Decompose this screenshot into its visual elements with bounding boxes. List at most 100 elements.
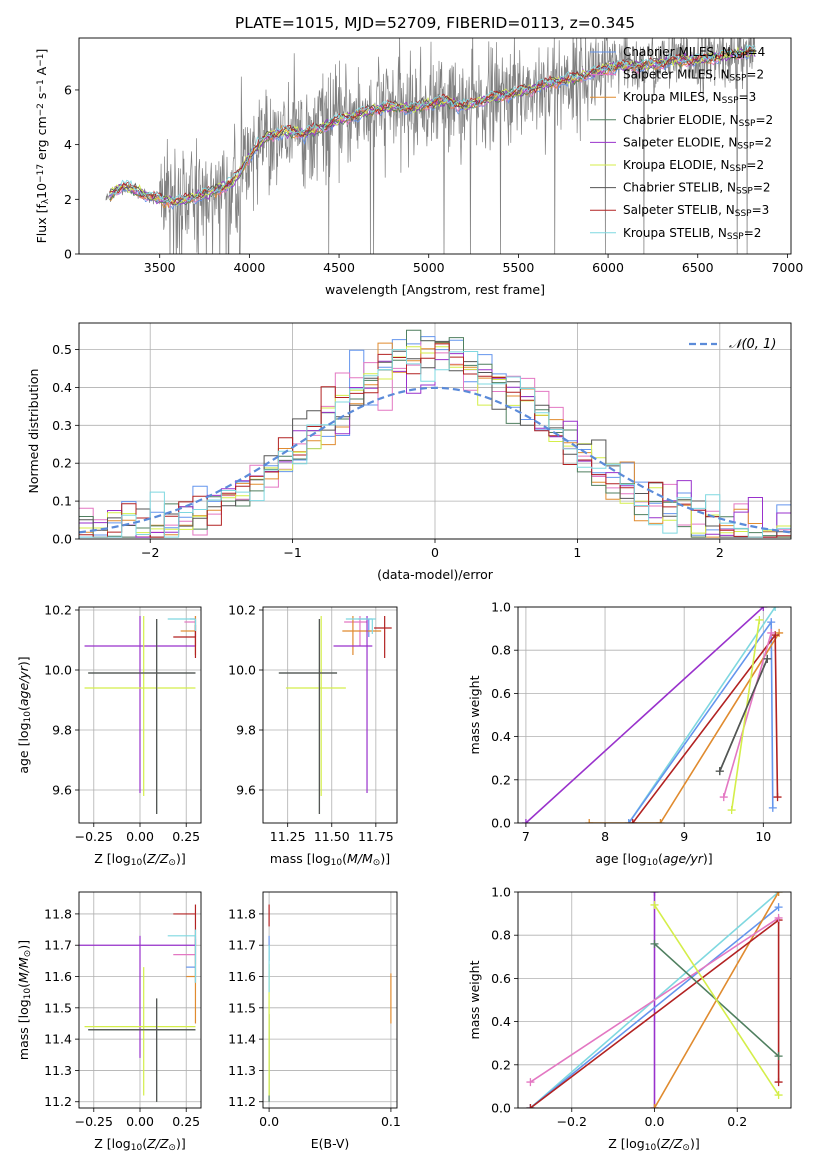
label-part: erg cm [34, 116, 49, 164]
x-axis-label: (data-model)/error [377, 567, 494, 582]
x-tick-label: −0.25 [75, 829, 113, 844]
y-axis-label: Normed distribution [26, 369, 41, 494]
mw-age-line [632, 632, 779, 823]
label-part: Z/Z [146, 1136, 169, 1151]
x-tick-label: 0.0 [645, 1114, 665, 1129]
label-part: 10 [23, 988, 33, 1000]
y-tick-label: 0.4 [52, 380, 72, 395]
legend-entry: Chabrier MILES, NSSP=4 [623, 45, 765, 61]
y-tick-label: 6 [64, 82, 72, 97]
y-tick-label: 11.8 [228, 906, 256, 921]
label-part: 10 [645, 1143, 657, 1153]
x-tick-label: −2 [141, 545, 159, 560]
label-part: 10 [131, 858, 143, 868]
x-tick-label: 5500 [502, 260, 534, 275]
mass-z-axes: −0.25 0.00 0.25 11.2 11.3 11.4 11.5 11.6 11.7 11.… [16, 891, 202, 1153]
label-part: =2 [746, 158, 764, 172]
axes-frame [517, 606, 792, 824]
x-tick-label: 0.00 [126, 1114, 154, 1129]
mw-age-marker [715, 767, 724, 776]
x-tick-label: 11.75 [358, 829, 394, 844]
mw-z-line [529, 906, 780, 1108]
label-part: Chabrier ELODIE, N [623, 113, 739, 127]
label-part: Z [log [94, 851, 130, 866]
label-part: =2 [754, 135, 772, 149]
x-tick-label: 11.25 [270, 829, 306, 844]
label-part: SSP [730, 74, 747, 84]
x-axis-label: age [log10(age/yr)] [595, 851, 712, 868]
mw-z-marker [774, 892, 783, 896]
legend-entry: Kroupa STELIB, NSSP=2 [623, 226, 761, 242]
label-part: 10 [23, 711, 33, 723]
label-part: SSP [739, 119, 756, 129]
label-part: ⊙ [373, 858, 381, 868]
label-part: ( [142, 1136, 147, 1151]
mw-z-line [653, 904, 780, 1096]
label-part: =2 [753, 181, 771, 195]
x-tick-label: −1 [283, 545, 301, 560]
legend-entry: Salpeter STELIB, NSSP=3 [623, 203, 769, 219]
axes-frame [78, 606, 202, 824]
x-tick-label: 0 [431, 545, 439, 560]
y-tick-label: 11.6 [44, 969, 72, 984]
mw-age-marker [656, 819, 665, 823]
mw-age-marker [585, 819, 594, 823]
x-tick-label: 9 [680, 829, 688, 844]
mw-age-marker [624, 819, 633, 823]
label-part: −2 [36, 103, 46, 116]
mass-z-axes-marks [79, 904, 197, 1102]
y-tick-label: 10.2 [228, 603, 256, 618]
y-tick-label: 11.6 [228, 969, 256, 984]
label-part: =4 [748, 45, 766, 59]
label-part: Kroupa MILES, N [623, 90, 722, 104]
label-part: −1 [36, 54, 46, 67]
age-mass-axes-marks [278, 616, 392, 814]
label-part: ] [34, 49, 49, 54]
label-part: SSP [735, 209, 752, 219]
label-part: SSP [727, 232, 744, 242]
mw-age-marker [727, 806, 736, 815]
mw-age-marker [755, 615, 764, 624]
axes-frame [262, 891, 398, 1109]
mw-z-marker [650, 939, 659, 948]
label-part: mass [log [270, 851, 331, 866]
y-tick-label: 0 [64, 247, 72, 262]
x-tick-label: 0.0 [259, 1114, 279, 1129]
axes-frame [517, 891, 792, 1109]
label-part: )] [16, 940, 31, 950]
y-tick-label: 0.2 [491, 1057, 511, 1072]
mw-age-marker [719, 793, 728, 802]
mw-z-marker [650, 892, 659, 896]
y-tick-label: 0.8 [491, 928, 511, 943]
label-part: Z [log [608, 1136, 644, 1151]
label-part: ( [16, 706, 31, 711]
y-tick-label: 11.8 [44, 906, 72, 921]
residual-histogram [79, 343, 791, 538]
x-tick-label: −0.25 [75, 1114, 113, 1129]
mw-z-axes-marks [526, 892, 783, 1108]
label-part: Chabrier MILES, N [623, 45, 731, 59]
mw-age-marker [773, 793, 782, 802]
model-fit-line [109, 44, 756, 204]
x-tick-label: 5000 [413, 260, 445, 275]
label-part: =2 [746, 68, 764, 82]
mw-z-marker [774, 1052, 783, 1061]
y-tick-label: 11.2 [228, 1094, 256, 1109]
y-tick-label: 11.2 [44, 1094, 72, 1109]
y-tick-label: 0.4 [491, 729, 511, 744]
x-tick-label: 0.00 [126, 829, 154, 844]
label-part: −17 [36, 164, 46, 183]
label-part: =2 [744, 226, 762, 240]
x-tick-label: 0.2 [727, 1114, 747, 1129]
label-part: λ [41, 198, 51, 204]
x-tick-label: 7 [522, 829, 530, 844]
label-part: )] [690, 1136, 700, 1151]
x-axis-label: Z [log10(Z/Z⊙)] [94, 851, 185, 868]
mw-age-line [589, 632, 780, 823]
axes-frame [262, 606, 398, 824]
mw-age-line [719, 658, 769, 772]
legend-entry: Kroupa MILES, NSSP=3 [623, 90, 756, 106]
residual-histogram [79, 349, 791, 538]
